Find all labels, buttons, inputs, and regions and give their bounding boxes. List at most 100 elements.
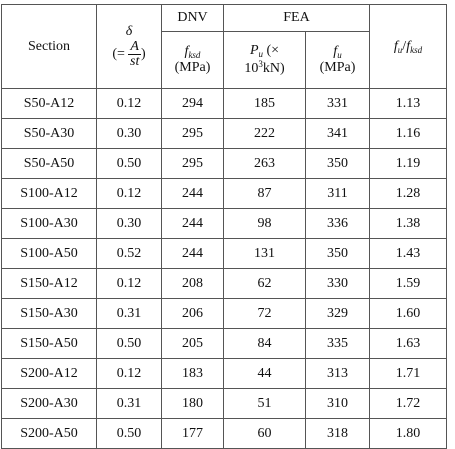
cell-fksd: 244 xyxy=(161,178,224,209)
cell-fksd: 244 xyxy=(161,208,224,239)
fu-sub: u xyxy=(337,50,342,60)
ratio-den-sub: ksd xyxy=(410,44,423,55)
table-row: S50-A12 0.12 294 185 331 1.13 xyxy=(1,88,447,119)
cell-fu: 331 xyxy=(305,88,370,119)
header-fu: fu (MPa) xyxy=(305,31,370,89)
cell-section: S50-A30 xyxy=(1,118,97,149)
cell-pu: 84 xyxy=(223,328,306,359)
table-row: S200-A50 0.50 177 60 318 1.80 xyxy=(1,418,447,449)
cell-section: S150-A30 xyxy=(1,298,97,329)
header-fksd: fksd (MPa) xyxy=(161,31,224,89)
fu-unit: (MPa) xyxy=(319,60,356,75)
cell-delta: 0.12 xyxy=(96,268,162,299)
table-row: S200-A12 0.12 183 44 313 1.71 xyxy=(1,358,447,389)
cell-section: S150-A50 xyxy=(1,328,97,359)
cell-ratio: 1.80 xyxy=(369,418,447,449)
cell-delta: 0.50 xyxy=(96,418,162,449)
header-section: Section xyxy=(1,4,97,89)
ratio-num-base: f xyxy=(393,38,398,54)
table-row: S150-A12 0.12 208 62 330 1.59 xyxy=(1,268,447,299)
cell-fu: 313 xyxy=(305,358,370,389)
cell-fksd: 206 xyxy=(161,298,224,329)
table-row: S100-A50 0.52 244 131 350 1.43 xyxy=(1,238,447,269)
cell-delta: 0.12 xyxy=(96,88,162,119)
results-table: Section δ (= A st ) DNV FEA fu/fksd xyxy=(1,4,447,449)
delta-denominator: st xyxy=(130,54,140,69)
header-dnv: DNV xyxy=(161,4,224,32)
cell-ratio: 1.28 xyxy=(369,178,447,209)
cell-delta: 0.31 xyxy=(96,388,162,419)
pu-unit-sup: 3 xyxy=(258,59,263,69)
table-row: S200-A30 0.31 180 51 310 1.72 xyxy=(1,388,447,419)
cell-pu: 131 xyxy=(223,238,306,269)
pu-unit-post: kN) xyxy=(262,61,285,76)
cell-ratio: 1.71 xyxy=(369,358,447,389)
cell-ratio: 1.60 xyxy=(369,298,447,329)
cell-section: S100-A50 xyxy=(1,238,97,269)
cell-ratio: 1.19 xyxy=(369,148,447,179)
header-section-label: Section xyxy=(28,38,70,54)
cell-pu: 62 xyxy=(223,268,306,299)
cell-delta: 0.30 xyxy=(96,208,162,239)
cell-pu: 60 xyxy=(223,418,306,449)
delta-numerator: A xyxy=(128,39,141,55)
header-row-bottom: fksd (MPa) Pu (× 103kN) fu (MPa) xyxy=(2,31,447,89)
cell-section: S200-A50 xyxy=(1,418,97,449)
cell-delta: 0.52 xyxy=(96,238,162,269)
cell-fksd: 244 xyxy=(161,238,224,269)
cell-ratio: 1.38 xyxy=(369,208,447,239)
cell-fksd: 180 xyxy=(161,388,224,419)
cell-fu: 311 xyxy=(305,178,370,209)
fksd-unit: (MPa) xyxy=(174,60,211,75)
ratio-slash: / xyxy=(402,38,407,54)
cell-pu: 263 xyxy=(223,148,306,179)
cell-ratio: 1.16 xyxy=(369,118,447,149)
header-ratio: fu/fksd xyxy=(369,4,447,89)
ratio-num-sub: u xyxy=(397,44,403,55)
cell-ratio: 1.43 xyxy=(369,238,447,269)
cell-ratio: 1.72 xyxy=(369,388,447,419)
cell-pu: 87 xyxy=(223,178,306,209)
cell-fu: 350 xyxy=(305,238,370,269)
cell-delta: 0.50 xyxy=(96,148,162,179)
table-row: S100-A12 0.12 244 87 311 1.28 xyxy=(1,178,447,209)
cell-section: S150-A12 xyxy=(1,268,97,299)
delta-def-suffix: ) xyxy=(140,46,146,62)
delta-def-prefix: (= xyxy=(112,46,125,62)
pu-unit-pre: 10 xyxy=(244,61,259,76)
cell-fksd: 205 xyxy=(161,328,224,359)
cell-pu: 98 xyxy=(223,208,306,239)
cell-fksd: 183 xyxy=(161,358,224,389)
table-row: S50-A30 0.30 295 222 341 1.16 xyxy=(1,118,447,149)
cell-section: S100-A12 xyxy=(1,178,97,209)
pu-sub: u xyxy=(258,49,264,59)
table-row: S50-A50 0.50 295 263 350 1.19 xyxy=(1,148,447,179)
table-row: S100-A30 0.30 244 98 336 1.38 xyxy=(1,208,447,239)
cell-fu: 329 xyxy=(305,298,370,329)
header-fea: FEA xyxy=(223,4,370,32)
header-delta: δ (= A st ) xyxy=(96,4,162,89)
cell-ratio: 1.59 xyxy=(369,268,447,299)
table-row: S150-A30 0.31 206 72 329 1.60 xyxy=(1,298,447,329)
fksd-base: f xyxy=(184,44,189,59)
delta-symbol: δ xyxy=(125,24,133,39)
fksd-sub: ksd xyxy=(188,50,201,60)
cell-fksd: 177 xyxy=(161,418,224,449)
table-row: S150-A50 0.50 205 84 335 1.63 xyxy=(1,328,447,359)
cell-section: S50-A12 xyxy=(1,88,97,119)
cell-fksd: 295 xyxy=(161,118,224,149)
delta-fraction: A st xyxy=(128,40,141,69)
pu-base: P xyxy=(249,43,259,58)
cell-fu: 335 xyxy=(305,328,370,359)
fu-base: f xyxy=(333,44,338,59)
cell-section: S200-A12 xyxy=(1,358,97,389)
cell-pu: 185 xyxy=(223,88,306,119)
cell-fu: 310 xyxy=(305,388,370,419)
cell-fksd: 208 xyxy=(161,268,224,299)
cell-section: S50-A50 xyxy=(1,148,97,179)
cell-delta: 0.30 xyxy=(96,118,162,149)
cell-fksd: 294 xyxy=(161,88,224,119)
cell-ratio: 1.63 xyxy=(369,328,447,359)
cell-section: S200-A30 xyxy=(1,388,97,419)
cell-pu: 44 xyxy=(223,358,306,389)
